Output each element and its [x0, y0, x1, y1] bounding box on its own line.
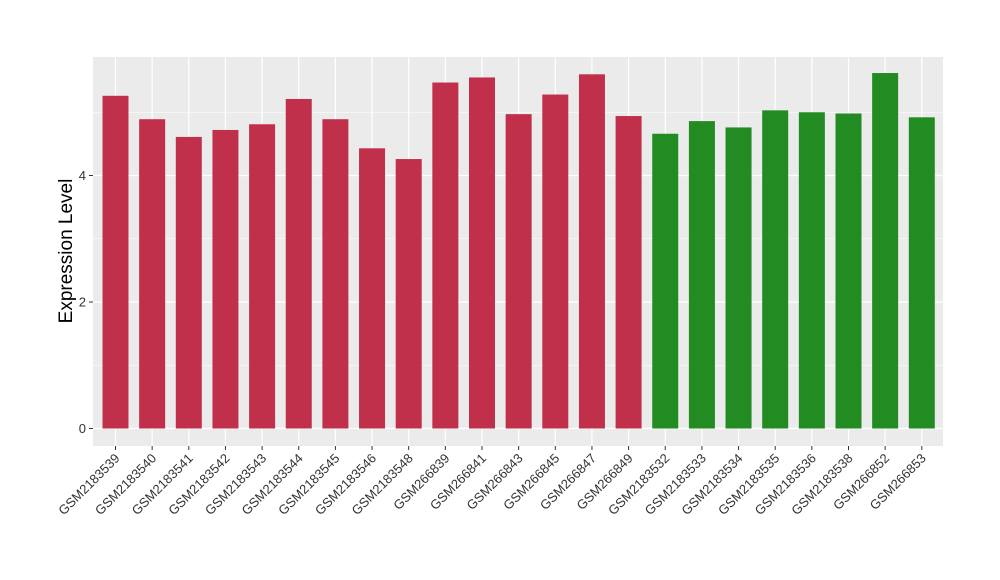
bar: [505, 114, 532, 429]
bar: [762, 110, 789, 429]
bar: [688, 121, 715, 429]
y-tick-label: 2: [79, 295, 86, 310]
bar: [249, 124, 276, 429]
bar: [872, 73, 899, 429]
bar: [652, 133, 679, 429]
bar: [175, 136, 202, 429]
x-axis: GSM2183539GSM2183540GSM2183541GSM2183542…: [55, 446, 929, 518]
bar: [908, 117, 935, 429]
bar: [542, 94, 569, 429]
bar: [285, 98, 312, 429]
bar: [578, 74, 605, 429]
y-tick-label: 0: [79, 421, 86, 436]
bar: [139, 119, 166, 429]
bar: [725, 127, 752, 429]
bar: [102, 95, 129, 429]
bar: [835, 113, 862, 429]
bar: [432, 82, 459, 429]
bar: [469, 77, 495, 429]
bar: [359, 148, 386, 429]
bar: [798, 112, 825, 429]
bar: [322, 119, 349, 429]
bar: [395, 159, 422, 429]
bar: [212, 129, 239, 429]
bar: [615, 116, 642, 429]
bars: [102, 73, 935, 429]
y-axis-title: Expression Level: [56, 179, 77, 324]
y-tick-label: 4: [79, 168, 86, 183]
y-axis: 0 2 4: [79, 168, 93, 436]
